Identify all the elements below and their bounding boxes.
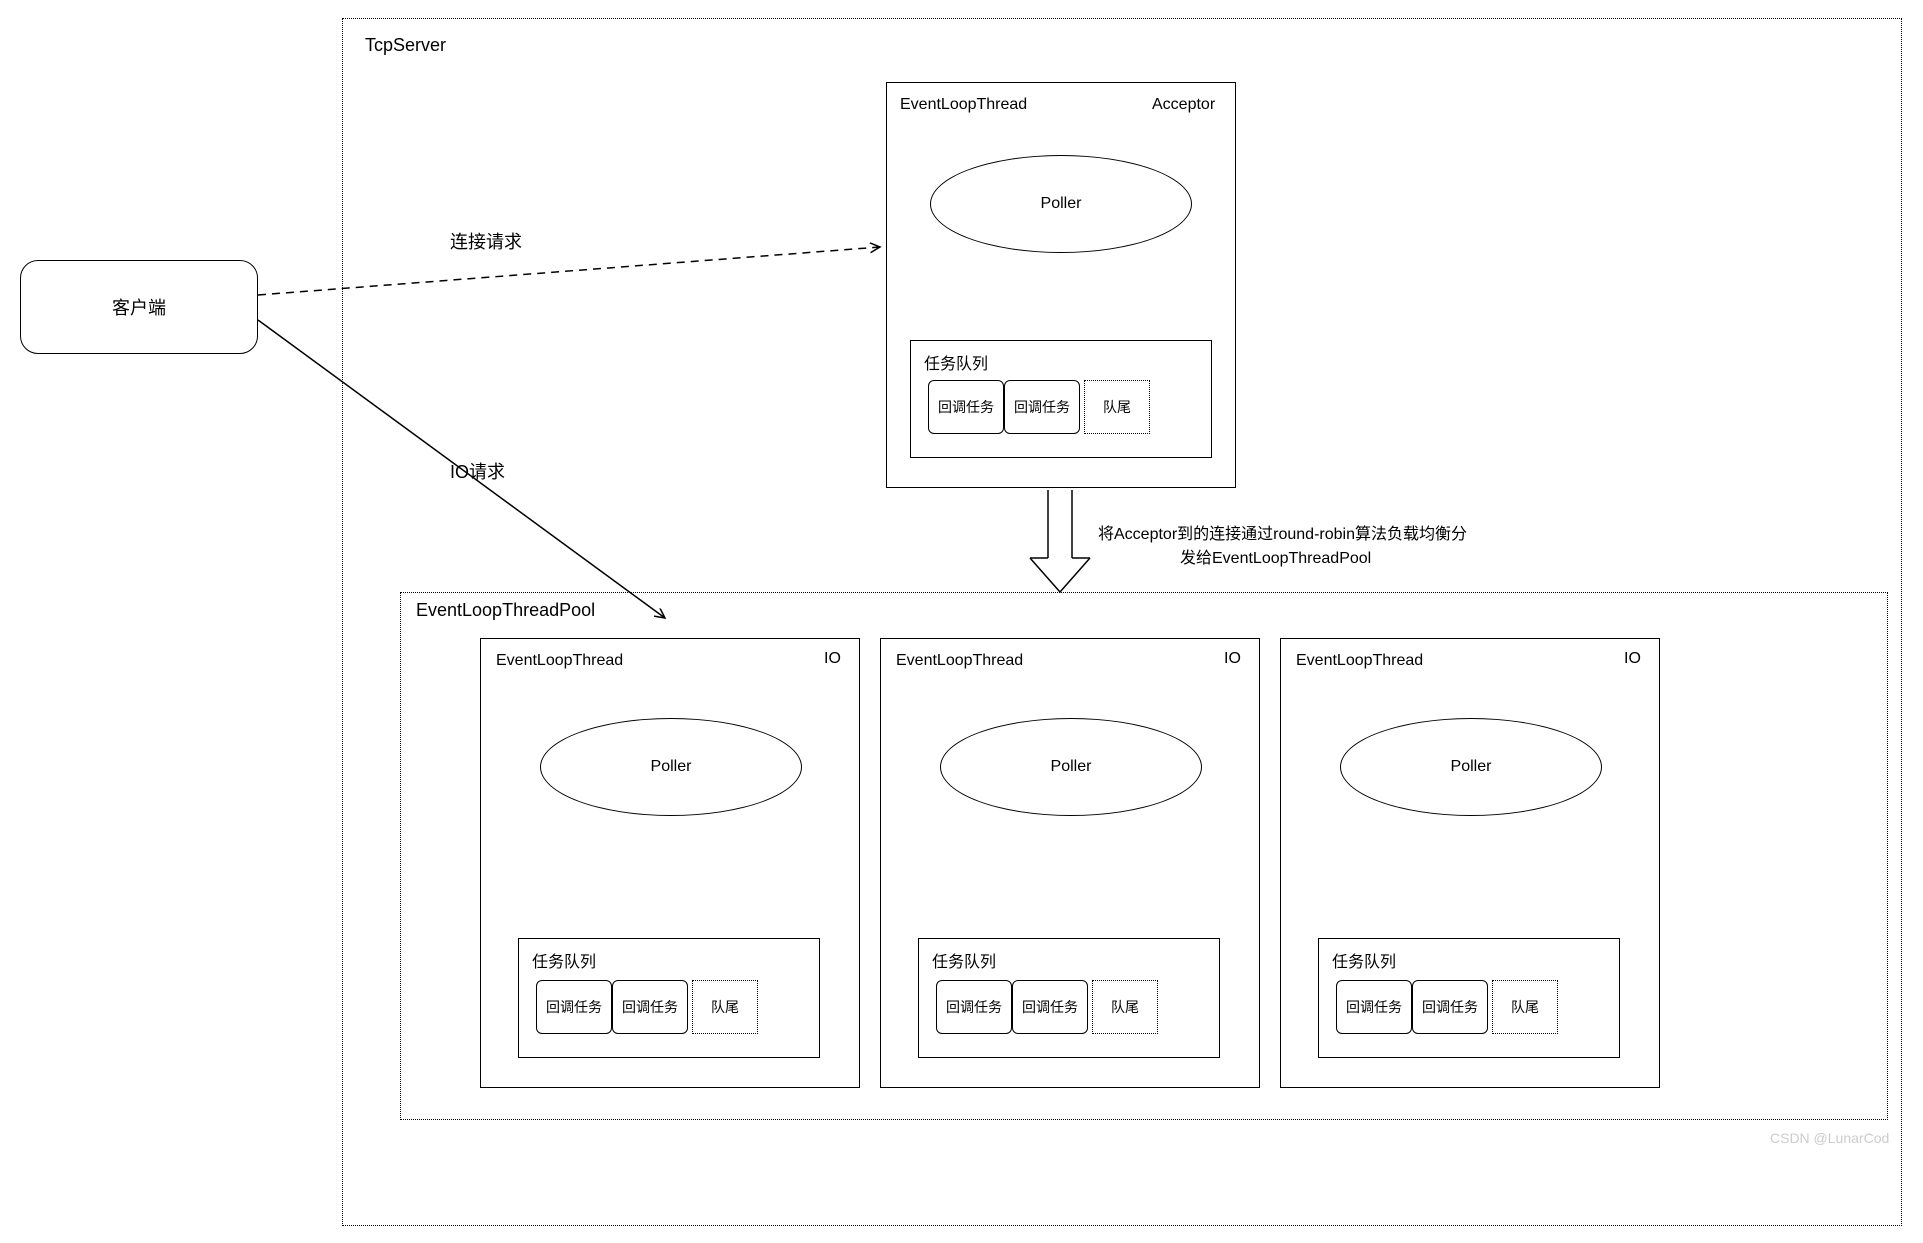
acceptor-poller-ellipse: Poller — [930, 155, 1192, 253]
io-thread-title-right-2: IO — [1624, 650, 1641, 668]
io-poller-ellipse-2: Poller — [1340, 718, 1602, 816]
io-poller-label-1: Poller — [1051, 758, 1092, 776]
acceptor-title-right: Acceptor — [1152, 96, 1215, 114]
io-queue-cell-0-1: 回调任务 — [612, 980, 688, 1034]
edge-label-dispatch-1: 将Acceptor到的连接通过round-robin算法负载均衡分 — [1098, 520, 1467, 544]
io-queue-cell-1-1: 回调任务 — [1012, 980, 1088, 1034]
acceptor-poller-label: Poller — [1041, 195, 1082, 213]
io-poller-ellipse-1: Poller — [940, 718, 1202, 816]
io-thread-title-left-0: EventLoopThread — [496, 652, 623, 670]
client-label: 客户端 — [112, 294, 166, 320]
edge-label-dispatch-2: 发给EventLoopThreadPool — [1180, 544, 1371, 568]
threadpool-label: EventLoopThreadPool — [416, 600, 595, 621]
io-poller-ellipse-0: Poller — [540, 718, 802, 816]
diagram-root: TcpServer 客户端 EventLoopThread Acceptor P… — [0, 0, 1923, 1243]
io-queue-cell-0-0: 回调任务 — [536, 980, 612, 1034]
io-thread-title-left-2: EventLoopThread — [1296, 652, 1423, 670]
edge-label-connect: 连接请求 — [450, 228, 522, 254]
io-thread-title-right-1: IO — [1224, 650, 1241, 668]
io-queue-cell-1-2: 队尾 — [1092, 980, 1158, 1034]
tcpserver-label: TcpServer — [365, 35, 446, 56]
acceptor-queue-cell-0: 回调任务 — [928, 380, 1004, 434]
acceptor-queue-cell-1: 回调任务 — [1004, 380, 1080, 434]
acceptor-queue-cell-2: 队尾 — [1084, 380, 1150, 434]
io-thread-title-right-0: IO — [824, 650, 841, 668]
acceptor-title-left: EventLoopThread — [900, 96, 1027, 114]
watermark-text: CSDN @LunarCod — [1770, 1130, 1889, 1146]
io-queue-cell-2-1: 回调任务 — [1412, 980, 1488, 1034]
io-queue-label-1: 任务队列 — [932, 948, 996, 972]
io-poller-label-2: Poller — [1451, 758, 1492, 776]
io-queue-cell-2-2: 队尾 — [1492, 980, 1558, 1034]
io-queue-cell-1-0: 回调任务 — [936, 980, 1012, 1034]
io-queue-cell-0-2: 队尾 — [692, 980, 758, 1034]
edge-label-io: IO请求 — [450, 458, 505, 484]
io-queue-label-0: 任务队列 — [532, 948, 596, 972]
io-queue-label-2: 任务队列 — [1332, 948, 1396, 972]
io-thread-title-left-1: EventLoopThread — [896, 652, 1023, 670]
io-poller-label-0: Poller — [651, 758, 692, 776]
io-queue-cell-2-0: 回调任务 — [1336, 980, 1412, 1034]
client-box: 客户端 — [20, 260, 258, 354]
acceptor-queue-label: 任务队列 — [924, 350, 988, 374]
